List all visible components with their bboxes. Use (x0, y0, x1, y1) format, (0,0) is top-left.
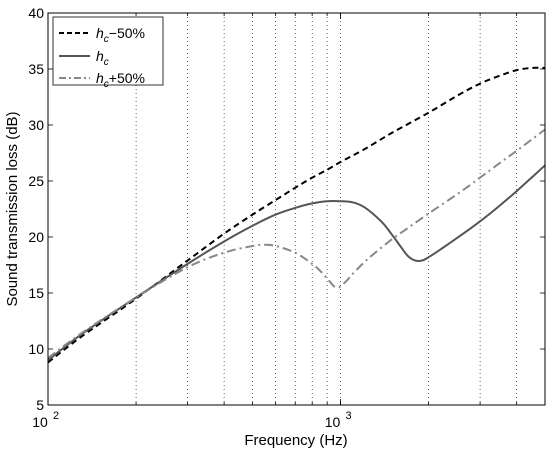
y-tick-label: 15 (28, 285, 44, 301)
series-hc-plus-50-legend-label: hc+50% (96, 70, 145, 90)
y-tick-label: 30 (28, 117, 44, 133)
grid-lines (135, 13, 517, 405)
y-tick-label: 40 (28, 5, 44, 21)
series-hc-minus-50-line (47, 66, 546, 364)
y-tick-label: 20 (28, 229, 44, 245)
series-hc-legend-label: hc (96, 48, 109, 68)
x-tick-label: 10 (32, 414, 48, 430)
x-tick-exponent: 3 (346, 410, 352, 422)
y-tick-label: 25 (28, 173, 44, 189)
y-tick-label: 5 (36, 397, 44, 413)
plot-area-frame (47, 12, 546, 406)
x-axis-title: Frequency (Hz) (244, 432, 347, 449)
axis-ticks (47, 12, 545, 406)
series-hc-minus-50-legend-label: hc−50% (96, 25, 145, 45)
series-hc-line (47, 164, 546, 361)
series-hc-plus-50-line (47, 128, 546, 359)
x-tick-exponent: 2 (53, 410, 59, 422)
y-tick-label: 10 (28, 341, 44, 357)
x-tick-label: 10 (325, 414, 341, 430)
y-tick-label: 35 (28, 61, 44, 77)
series-lines (47, 66, 546, 364)
legend-box (52, 16, 164, 86)
y-axis-title: Sound transmission loss (dB) (4, 111, 21, 306)
